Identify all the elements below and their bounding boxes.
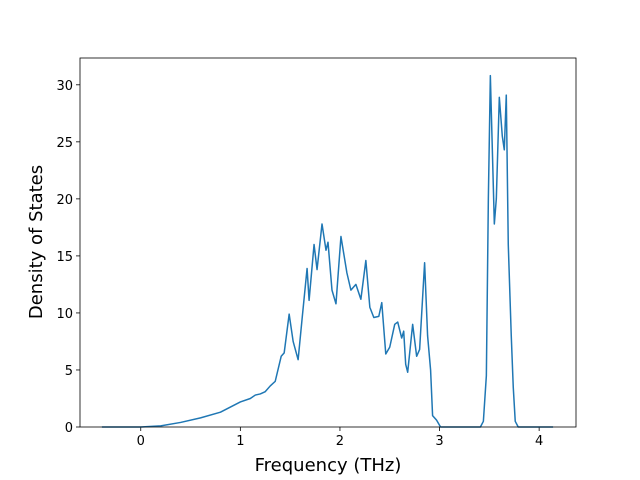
y-tick-label: 25 [56,136,73,151]
y-tick-label: 0 [65,421,73,436]
y-tick-label: 10 [56,307,73,322]
x-tick-label: 2 [336,434,344,449]
y-tick-label: 30 [56,79,73,94]
y-tick-label: 15 [56,250,73,265]
y-axis-label: Density of States [26,165,47,319]
x-axis-label: Frequency (THz) [255,455,402,476]
x-tick-label: 0 [137,434,145,449]
plot-frame [79,57,577,428]
y-tick-label: 5 [65,364,73,379]
y-tick-label: 20 [56,193,73,208]
line [101,74,554,428]
x-tick-label: 1 [236,434,244,449]
x-tick-label: 4 [535,434,543,449]
x-tick-label: 3 [435,434,443,449]
